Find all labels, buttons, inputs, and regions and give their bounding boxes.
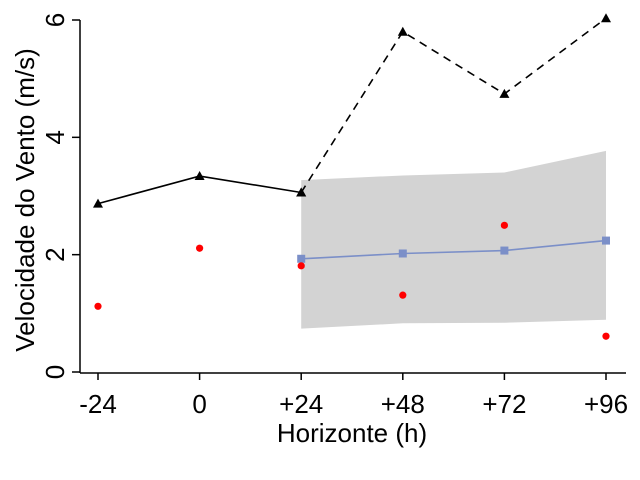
x-tick-label: -24 (79, 389, 117, 419)
y-tick-label: 4 (40, 130, 70, 144)
triangle-marker (93, 198, 103, 208)
x-tick-label: +24 (279, 389, 323, 419)
square-marker (500, 246, 509, 255)
x-ticks: -24 0 +24 +48 +72 +96 (79, 373, 628, 419)
axes-layer (79, 20, 626, 374)
observed-point (196, 244, 204, 252)
triangle-marker (296, 187, 307, 197)
y-ticks: 0 2 4 6 (40, 13, 80, 379)
triangle-marker (499, 88, 510, 98)
square-marker (297, 254, 306, 263)
observed-point (297, 262, 305, 270)
observed-point (94, 302, 102, 310)
triangle-marker (601, 13, 611, 23)
x-tick-label: +96 (584, 389, 628, 419)
x-tick-label: +48 (381, 389, 425, 419)
y-axis-title: Velocidade do Vento (m/s) (10, 48, 40, 352)
square-marker (398, 249, 407, 258)
solid-line (97, 175, 302, 205)
y-tick-label: 2 (40, 247, 70, 261)
observed-point (500, 221, 508, 229)
y-tick-label: 0 (40, 365, 70, 379)
x-tick-label: 0 (192, 389, 206, 419)
series-layer (93, 13, 611, 340)
observed-point (602, 332, 610, 340)
y-tick-label: 6 (40, 13, 70, 27)
uncertainty-band-layer (301, 150, 606, 329)
x-axis-title: Horizonte (h) (277, 418, 427, 448)
square-marker (602, 236, 610, 245)
x-tick-label: +72 (482, 389, 526, 419)
forecast-line (301, 239, 607, 260)
triangle-marker (397, 26, 408, 36)
triangle-marker (194, 171, 205, 181)
uncertainty-band (301, 150, 606, 329)
observed-point (399, 291, 407, 299)
